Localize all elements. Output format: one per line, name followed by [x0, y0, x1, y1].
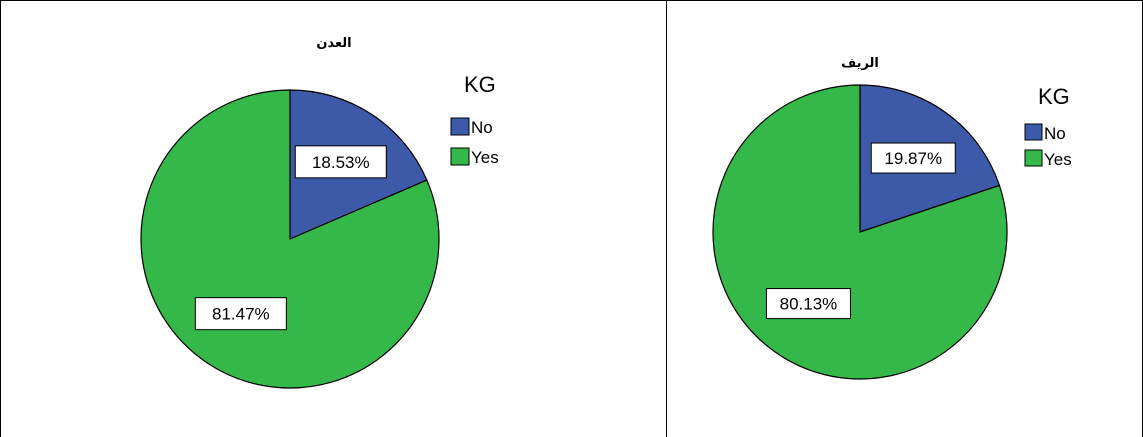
data-label-yes: 81.47% — [212, 305, 270, 324]
legend-swatch-yes — [450, 147, 470, 166]
pie-slices — [712, 84, 1008, 380]
data-label-box-no — [294, 145, 387, 179]
legend-label-no: No — [471, 118, 493, 137]
data-label-box-yes — [194, 297, 287, 331]
legend-title: KG — [464, 72, 496, 97]
legend-label-no: No — [1044, 124, 1066, 143]
chart-title: العدن — [316, 35, 351, 50]
pie-chart-rural-svg: الريف 19.87% 80.13% KG No Yes — [712, 55, 1072, 380]
legend-label-yes: Yes — [471, 148, 499, 167]
pie-data-labels: 19.87% 80.13% — [765, 142, 956, 320]
legend-swatch-yes — [1024, 149, 1043, 167]
legend: KG No Yes — [1024, 84, 1072, 169]
chart-title: الريف — [841, 55, 879, 70]
pie-slices — [140, 89, 440, 389]
pie-chart-rural: الريف 19.87% 80.13% KG No Yes — [667, 0, 1143, 437]
legend: KG No Yes — [450, 72, 499, 167]
data-label-no: 18.53% — [312, 153, 370, 172]
legend-swatch-no — [450, 117, 470, 136]
legend-swatch-no — [1024, 123, 1043, 141]
pie-chart-urban-svg: العدن 18.53% 81.47% KG No Yes — [140, 35, 499, 389]
pie-chart-urban: العدن 18.53% 81.47% KG No Yes — [140, 35, 499, 389]
pie-data-labels: 18.53% 81.47% — [194, 145, 387, 331]
data-label-yes: 80.13% — [780, 295, 838, 314]
data-label-no: 19.87% — [884, 149, 942, 168]
data-label-box-yes — [765, 288, 851, 320]
data-label-box-no — [870, 142, 956, 174]
legend-title: KG — [1038, 84, 1070, 109]
legend-label-yes: Yes — [1044, 150, 1072, 169]
